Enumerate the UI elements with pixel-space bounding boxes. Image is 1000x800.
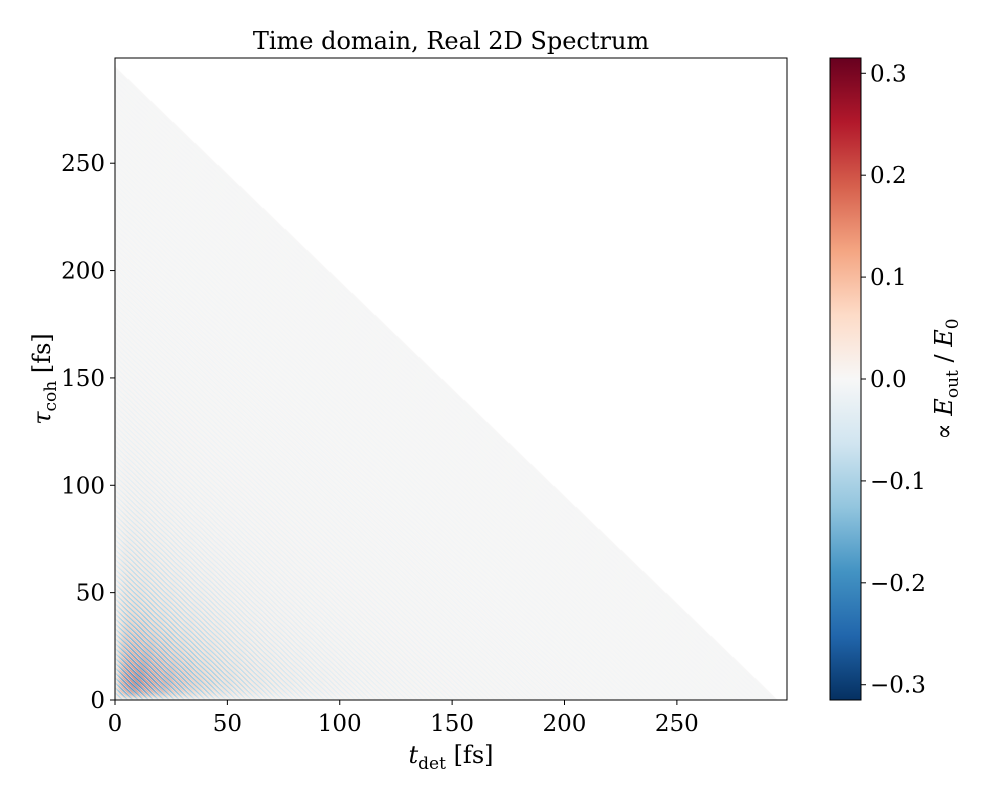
y-tick-label: 0 [90,688,105,714]
x-axis-ticks: 0 50 100 150 200 250 [108,700,699,737]
colorbar-tick-label: −0.3 [870,673,926,699]
x-tick-label: 0 [108,711,123,737]
heatmap-cells [115,58,787,700]
x-axis-label-sub: det [418,754,446,774]
y-tick-label: 50 [76,581,105,607]
colorbar-label-den: E [930,329,958,348]
colorbar-tick-label: 0.0 [870,367,907,393]
colorbar-tick-label: −0.1 [870,469,926,495]
y-axis-ticks: 0 50 100 150 200 250 [61,151,115,714]
colorbar-label-prefix: ∝ [930,416,958,440]
colorbar-tick-label: 0.1 [870,265,907,291]
x-tick-label: 200 [543,711,587,737]
y-axis-label-unit: [fs] [28,333,56,381]
y-axis-label-sub: coh [41,381,61,412]
x-tick-label: 100 [318,711,362,737]
colorbar-label-den-sub: 0 [943,318,963,329]
plot-frame [114,57,788,701]
colorbar-label: ∝ Eout / E0 [930,318,963,439]
heatmap-image [115,58,787,700]
colorbar-tick-label: 0.3 [870,61,907,87]
colorbar-gradient [829,57,862,701]
chart-title: Time domain, Real 2D Spectrum [253,27,650,55]
x-tick-label: 50 [213,711,242,737]
y-tick-label: 200 [61,259,105,285]
y-tick-label: 100 [61,473,105,499]
colorbar-tick-label: 0.2 [870,163,907,189]
x-tick-label: 250 [655,711,699,737]
heatmap-area [114,57,788,701]
x-tick-label: 150 [430,711,474,737]
x-axis-label-unit: [fs] [446,741,494,769]
colorbar-ticks: 0.3 0.2 0.1 0.0 −0.1 −0.2 −0.3 [861,61,926,699]
colorbar-label-num: E [930,398,958,417]
colorbar: 0.3 0.2 0.1 0.0 −0.1 −0.2 −0.3 ∝ Eout / E0 [829,57,963,701]
x-axis-label: tdet [fs] [409,741,494,774]
y-tick-label: 150 [61,366,105,392]
colorbar-label-num-sub: out [943,370,963,398]
colorbar-tick-label: −0.2 [870,571,926,597]
y-tick-label: 250 [61,151,105,177]
x-axis-label-symbol: t [409,741,419,769]
y-axis-label: τcoh [fs] [28,333,61,425]
y-axis-label-symbol: τ [28,411,56,425]
